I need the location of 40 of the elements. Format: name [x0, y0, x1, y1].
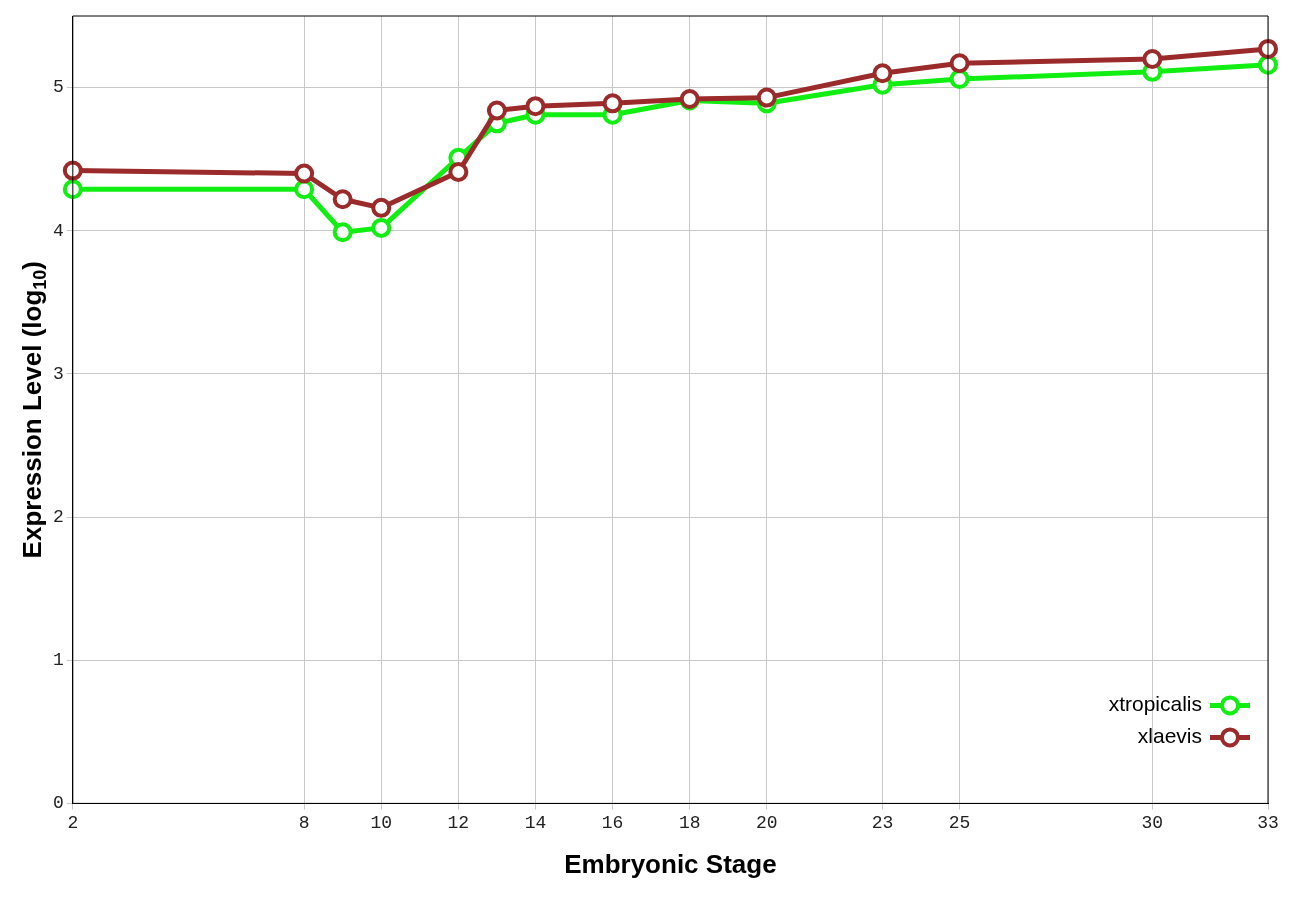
- point: [756, 87, 777, 108]
- point: [371, 197, 392, 218]
- point: [294, 179, 315, 200]
- point: [294, 163, 315, 184]
- point: [62, 179, 83, 200]
- point: [332, 222, 353, 243]
- point: [448, 162, 469, 183]
- point: [332, 189, 353, 210]
- y-tick-label: 0: [52, 793, 64, 814]
- y-tick-label: 2: [52, 506, 64, 527]
- x-tick-label: 23: [871, 812, 894, 833]
- point: [872, 63, 893, 84]
- x-tick-label: 10: [370, 812, 393, 833]
- x-tick-label: 2: [67, 812, 79, 833]
- x-tick-label: 14: [524, 812, 547, 833]
- x-tick-label: 16: [601, 812, 624, 833]
- point: [949, 68, 970, 89]
- x-tick-label: 30: [1141, 812, 1164, 833]
- x-tick-label: 33: [1257, 812, 1279, 833]
- point: [602, 93, 623, 114]
- x-axis-title: Embryonic Stage: [564, 849, 777, 880]
- point: [949, 53, 970, 74]
- x-tick-label: 18: [678, 812, 701, 833]
- point: [486, 100, 507, 121]
- y-axis-title: Expression Level (log10): [17, 260, 50, 559]
- y-tick-label: 3: [52, 363, 64, 384]
- legend-label: xlaevis: [1137, 724, 1202, 748]
- point: [525, 96, 546, 117]
- legend-label: xtropicalis: [1108, 692, 1202, 716]
- x-tick-label: 25: [948, 812, 971, 833]
- y-tick-label: 5: [52, 77, 64, 98]
- point: [62, 160, 83, 181]
- x-tick-label: 12: [447, 812, 470, 833]
- y-tick-label: 1: [52, 650, 64, 670]
- y-tick-label: 4: [52, 220, 64, 241]
- point: [1142, 48, 1163, 69]
- x-tick-label: 8: [298, 812, 310, 833]
- point: [1258, 38, 1278, 59]
- x-tick-label: 20: [755, 812, 778, 833]
- point: [371, 217, 392, 238]
